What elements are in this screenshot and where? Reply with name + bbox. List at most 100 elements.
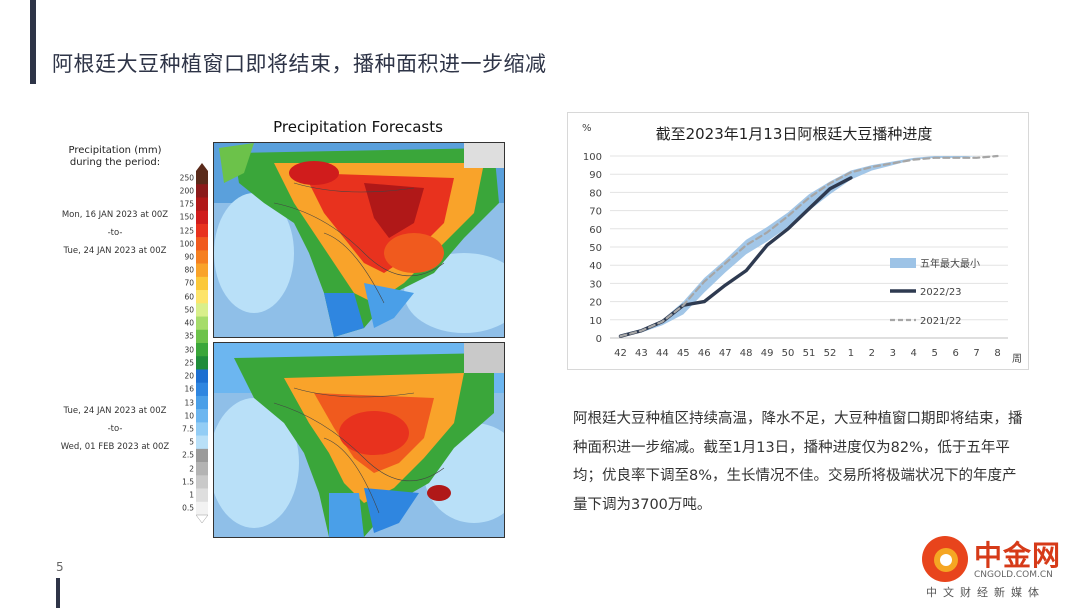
sowing-progress-chart: 截至2023年1月13日阿根廷大豆播种进度 % 周 42 43 44 45 46 47 48… xyxy=(567,112,1029,370)
colorbar-level-label: 5 xyxy=(189,437,194,447)
colorbar-swatch xyxy=(196,184,208,198)
legend-swatch-band xyxy=(890,258,916,268)
y-tick-label: 0 xyxy=(596,334,602,345)
period2-text: Tue, 24 JAN 2023 at 00Z -to- Wed, 01 FEB… xyxy=(50,402,180,456)
chart-ylabel: % xyxy=(582,123,592,134)
x-tick-label: 2 xyxy=(869,348,875,359)
period1-text: Mon, 16 JAN 2023 at 00Z -to- Tue, 24 JAN… xyxy=(50,206,180,260)
chart-title: 截至2023年1月13日阿根廷大豆播种进度 xyxy=(656,125,933,143)
colorbar-swatch xyxy=(196,276,208,291)
x-tick-label: 5 xyxy=(931,348,937,359)
colorbar-level-label: 70 xyxy=(184,278,194,288)
x-tick-label: 45 xyxy=(677,348,690,359)
page-number: 5 xyxy=(56,560,64,574)
x-tick-label: 48 xyxy=(740,348,753,359)
colorbar-level-label: 10 xyxy=(184,411,194,421)
colorbar-level-label: 40 xyxy=(184,318,194,328)
colorbar-level-label: 80 xyxy=(184,265,194,275)
colorbar-level-label: 35 xyxy=(184,331,194,341)
x-tick-label: 47 xyxy=(719,348,732,359)
precip-title: Precipitation Forecasts xyxy=(273,118,443,136)
colorbar-level-label: 200 xyxy=(179,186,194,196)
sowing-progress-chart-svg: 截至2023年1月13日阿根廷大豆播种进度 % 周 42 43 44 45 46 47 48… xyxy=(582,123,1022,365)
precip-legend-caption: Precipitation (mm) during the period: xyxy=(60,145,170,169)
colorbar-swatch xyxy=(196,435,208,450)
y-tick-label: 70 xyxy=(589,207,602,218)
x-tick-label: 42 xyxy=(614,348,627,359)
colorbar-swatch xyxy=(196,422,208,436)
colorbar-swatch xyxy=(196,223,208,238)
accent-bar-top xyxy=(30,0,36,84)
colorbar-swatch xyxy=(196,409,208,423)
legend-caption-line2: during the period: xyxy=(69,157,161,168)
colorbar-swatch xyxy=(196,171,208,185)
period2-to: -to- xyxy=(107,424,123,434)
logo-main-text: 中金网 xyxy=(974,539,1062,572)
logo-circle-icon xyxy=(922,536,968,582)
period1-to: -to- xyxy=(107,228,123,238)
y-tick-label: 90 xyxy=(589,170,602,181)
series-line-2021-22 xyxy=(619,154,999,338)
legend-label: 2021/22 xyxy=(920,316,962,327)
colorbar-swatch xyxy=(196,237,208,251)
colorbar-level-label: 7.5 xyxy=(182,424,194,434)
colorbar-level-label: 60 xyxy=(184,292,194,302)
colorbar-swatch xyxy=(196,488,208,503)
period1-start: Mon, 16 JAN 2023 at 00Z xyxy=(61,210,169,220)
x-tick-label: 3 xyxy=(890,348,896,359)
legend-label: 2022/23 xyxy=(920,287,962,298)
precip-map-bottom xyxy=(213,342,505,538)
colorbar-swatch xyxy=(196,369,208,383)
description-text: 阿根廷大豆种植区持续高温，降水不足，大豆种植窗口期即将结束，播种面积进一步缩减。… xyxy=(573,411,1023,513)
colorbar-level-label: 2 xyxy=(189,464,194,474)
precip-map-top xyxy=(213,142,505,338)
colorbar-swatch xyxy=(196,343,208,357)
colorbar-swatch xyxy=(196,382,208,397)
x-tick-label: 1 xyxy=(848,348,854,359)
x-tick-label: 4 xyxy=(911,348,917,359)
colorbar-level-label: 16 xyxy=(184,384,194,394)
colorbar-labels: 250 200 175 150 125 100 90 80 70 60 50 40 35 30 25 20 16… xyxy=(168,163,194,523)
colorbar-swatch xyxy=(196,462,208,476)
period1-end: Tue, 24 JAN 2023 at 00Z xyxy=(63,246,167,256)
colorbar-swatch xyxy=(196,475,208,489)
legend-caption-line1: Precipitation (mm) xyxy=(68,145,162,156)
colorbar-swatch xyxy=(196,395,208,410)
y-tick-label: 100 xyxy=(583,152,602,163)
colorbar-swatch xyxy=(196,501,208,516)
y-tick-label: 50 xyxy=(589,243,602,254)
colorbar-level-label: 0.5 xyxy=(182,503,194,513)
logo-sub-text: 中文财经新媒体 xyxy=(926,586,1045,599)
colorbar-top-arrow xyxy=(196,163,208,171)
logo-url-text: CNGOLD.COM.CN xyxy=(974,570,1053,580)
period2-end: Wed, 01 FEB 2023 at 00Z xyxy=(60,442,170,452)
precip-map-top-image xyxy=(214,143,504,337)
y-tick-label: 30 xyxy=(589,279,602,290)
colorbar-level-label: 175 xyxy=(179,199,194,209)
colorbar xyxy=(196,163,208,523)
colorbar-swatch xyxy=(196,303,208,317)
colorbar-swatch xyxy=(196,356,208,370)
y-tick-label: 60 xyxy=(589,225,602,236)
y-tick-label: 40 xyxy=(589,261,602,272)
colorbar-bottom-arrow xyxy=(196,514,208,523)
colorbar-swatch xyxy=(196,197,208,211)
precip-map-bottom-image xyxy=(214,343,504,537)
colorbar-level-label: 13 xyxy=(184,398,194,408)
colorbar-swatch xyxy=(196,263,208,278)
x-tick-label: 6 xyxy=(952,348,958,359)
y-tick-label: 20 xyxy=(589,298,602,309)
y-tick-label: 80 xyxy=(589,188,602,199)
colorbar-swatch xyxy=(196,316,208,331)
x-tick-label: 49 xyxy=(761,348,774,359)
x-tick-label: 7 xyxy=(973,348,979,359)
colorbar-level-label: 150 xyxy=(179,212,194,222)
x-tick-label: 8 xyxy=(994,348,1000,359)
colorbar-level-label: 125 xyxy=(179,226,194,236)
y-tick-label: 10 xyxy=(589,316,602,327)
colorbar-level-label: 50 xyxy=(184,305,194,315)
colorbar-swatch xyxy=(196,290,208,304)
colorbar-level-label: 90 xyxy=(184,252,194,262)
colorbar-level-label: 30 xyxy=(184,345,194,355)
legend-label: 五年最大最小 xyxy=(920,257,980,270)
